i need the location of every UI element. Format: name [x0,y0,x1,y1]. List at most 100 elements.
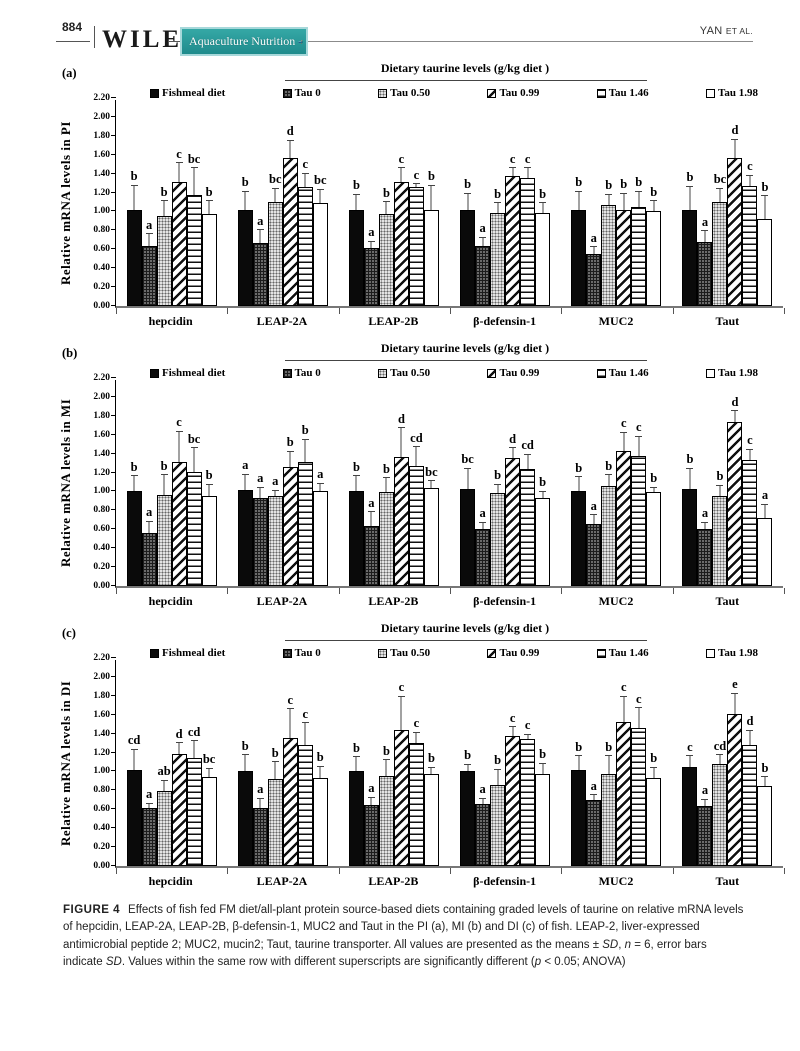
error-bar-cap [701,798,709,800]
significance-letter: c [635,420,642,435]
x-tick-mark [338,588,340,594]
error-bar [605,755,613,775]
bar [423,774,439,866]
significance-letter: a [257,213,264,228]
legend-item: Fishmeal diet [150,647,225,659]
figure-caption: FIGURE 4 Effects of fish fed FM diet/all-… [63,902,747,971]
bar [535,213,551,306]
error-bar-cap [160,474,168,476]
bar-slot: a [141,660,157,866]
chart-title: Dietary taurine levels (g/kg diet ) [380,61,550,75]
significance-letter: a [242,458,249,472]
panel-letter: (b) [62,346,78,360]
significance-letter: b [130,459,138,474]
error-bar [367,796,375,805]
bar [742,744,758,866]
significance-letter: bc [269,172,282,187]
error-bar-cap [397,167,405,169]
bar-slot: bc [423,380,439,586]
error-bar-cap [301,438,309,440]
significance-letter: bc [461,452,474,467]
error-bar [145,520,153,534]
chart-legend: Fishmeal diet Tau 0 Tau 0.50 Tau 0.99 Tau 1.… [150,87,758,99]
bar [267,779,283,866]
error-bar-cap [190,740,198,742]
bar-slot: c [742,100,758,306]
bar-slot: b [757,100,773,306]
bar-slot: d [742,660,758,866]
x-tick-mark [672,588,674,594]
significance-letter: b [205,184,213,199]
error-bar [130,185,138,210]
significance-letter: b [494,186,502,201]
significance-letter: cd [127,733,141,748]
x-category-label: MUC2 [598,874,634,888]
x-tick-mark [450,588,451,594]
bar [186,758,202,866]
bar-slot: b [682,380,698,586]
bar-slot: c [631,660,647,866]
significance-letter: c [287,692,294,707]
error-bar [731,410,739,422]
error-bar-cap [286,450,294,452]
bar-slot: b [348,380,364,586]
significance-letter: b [686,170,694,185]
bar-slot: a [697,660,713,866]
significance-letter: a [701,214,709,229]
y-tick-mark [111,229,116,231]
bar-slot: d [393,380,409,586]
bar-slot: e [727,660,743,866]
legend-swatch-diag-icon [487,648,497,658]
bar-slot: b [646,380,662,586]
x-category-label: LEAP-2B [368,874,419,888]
significance-letter: c [398,680,405,695]
legend-label: Tau 0 [294,367,321,379]
error-bar [427,766,435,775]
error-bar [539,490,547,499]
y-tick-label: 0.20 [93,282,110,293]
bar-slot: b [460,100,476,306]
significance-letter: d [746,714,754,729]
error-bar-cap [286,708,294,710]
bar [201,214,217,306]
legend-swatch-hlines-icon [596,88,606,98]
error-bar-cap [650,200,658,202]
x-tick-mark [784,868,785,874]
error-bar [412,446,420,466]
x-category-label: LEAP-2A [256,874,308,888]
error-bar [761,503,769,518]
significance-letter: b [286,435,294,450]
bar [348,770,364,866]
error-bar-cap [539,490,547,492]
caption-segment: Effects of fish fed FM diet/all-plant pr… [63,904,744,951]
bar-slot: b [682,100,698,306]
bar [682,209,698,306]
error-bar-cap [352,193,360,195]
significance-letter: a [761,488,769,503]
significance-letter: b [761,760,769,775]
significance-letter: bc [425,464,438,479]
significance-letter: c [635,691,642,706]
error-bar [686,185,694,210]
significance-letter: c [176,415,182,430]
error-bar-cap [650,486,658,488]
legend-item: Tau 1.46 [596,367,649,379]
error-bar-cap [590,246,598,248]
significance-letter: b [575,175,583,190]
bar [586,799,602,866]
x-category-label: LEAP-2A [256,314,308,328]
bar-group: bc a b d cd b [450,380,561,586]
error-bar [271,489,279,497]
y-tick-label: 1.60 [93,709,110,720]
y-tick-mark [111,377,116,378]
bar-slot: c [171,100,187,306]
error-bar-cap [301,172,309,174]
bar [363,804,379,866]
legend-swatch-solid-icon [150,88,159,98]
y-tick-label: 1.60 [93,429,110,440]
bar [475,246,491,306]
significance-letter: a [272,474,279,489]
legend-swatch-diag-icon [487,368,497,378]
